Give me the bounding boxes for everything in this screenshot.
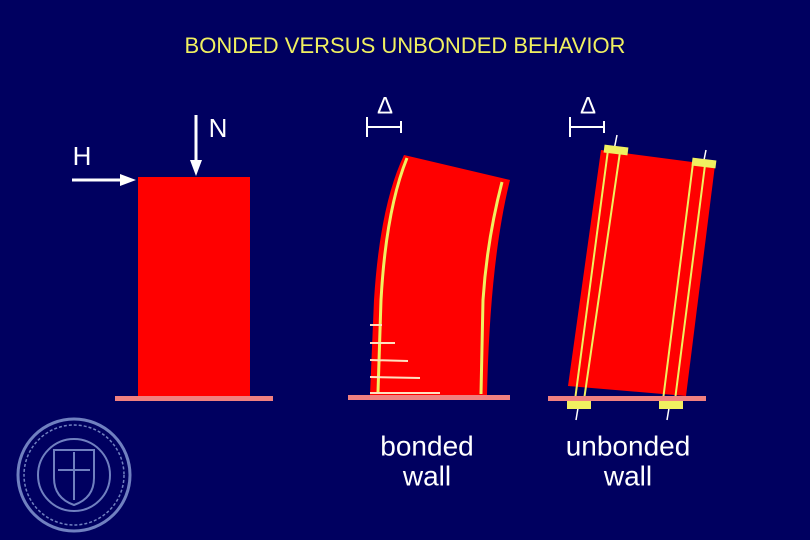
bonded-wall (370, 155, 510, 395)
base (348, 395, 510, 400)
caption: wall (402, 460, 451, 491)
caption: wall (603, 460, 652, 491)
unbonded-wall (568, 150, 715, 396)
seal (16, 417, 132, 533)
base (548, 396, 706, 401)
displacement-marker (366, 117, 402, 137)
anchor-plates (567, 144, 717, 409)
reinforcement (376, 157, 504, 395)
label-delta: Δ (580, 92, 596, 119)
label-delta: Δ (377, 92, 393, 119)
arrowhead (120, 174, 136, 186)
cracks (369, 324, 440, 394)
label-n: N (209, 113, 228, 143)
wall (138, 177, 250, 397)
caption: unbonded (566, 430, 691, 461)
arrowhead (190, 160, 202, 176)
slide-title: BONDED VERSUS UNBONDED BEHAVIOR (185, 33, 626, 58)
label-h: H (73, 141, 92, 171)
displacement-marker (569, 117, 605, 137)
caption: bonded (380, 430, 473, 461)
tendons (574, 149, 706, 401)
base (115, 396, 273, 401)
